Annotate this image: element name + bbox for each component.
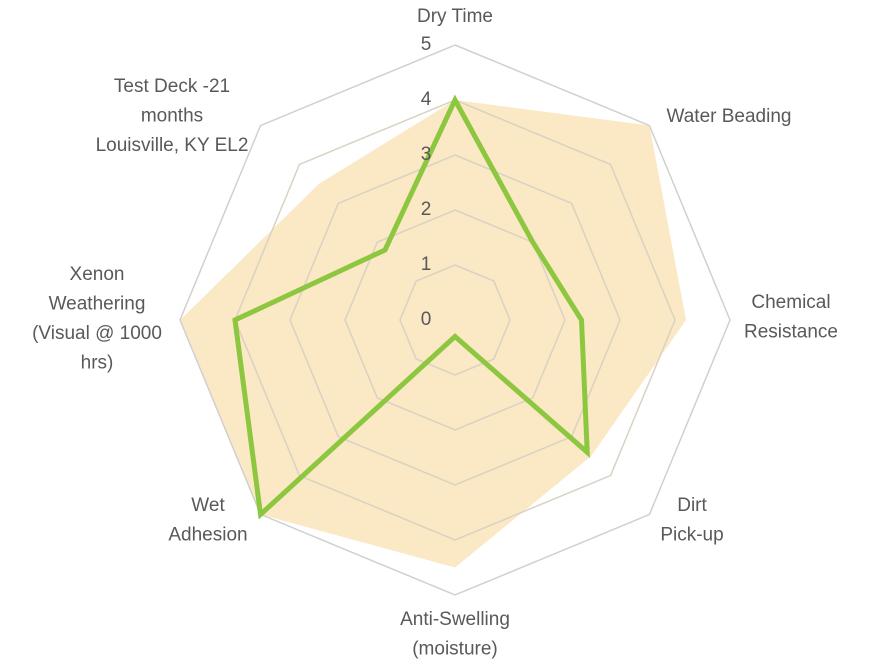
category-label: (Visual @ 1000 bbox=[32, 323, 162, 344]
r-tick-label: 2 bbox=[421, 199, 432, 220]
line-series bbox=[232, 94, 590, 520]
category-label: hrs) bbox=[81, 353, 114, 374]
grid-ring bbox=[399, 264, 511, 376]
category-label: Adhesion bbox=[168, 525, 247, 546]
r-tick-label: 3 bbox=[421, 144, 432, 165]
r-tick-label: 1 bbox=[421, 254, 432, 275]
category-label: Resistance bbox=[744, 322, 838, 343]
category-label: Dry Time bbox=[417, 6, 493, 27]
category-label: Test Deck -21 bbox=[114, 76, 230, 97]
category-label: Water Beading bbox=[667, 106, 792, 127]
category-label: Chemical bbox=[751, 292, 830, 313]
category-label: Weathering bbox=[49, 294, 146, 315]
category-label: Pick-up bbox=[660, 525, 723, 546]
category-label: Wet bbox=[191, 495, 225, 516]
grid-ring bbox=[179, 44, 731, 596]
category-label: Louisville, KY EL2 bbox=[96, 135, 249, 156]
r-tick-label: 5 bbox=[421, 34, 432, 55]
grid-ring bbox=[234, 99, 676, 541]
grid-ring bbox=[289, 154, 621, 486]
category-label: Dirt bbox=[677, 495, 707, 516]
r-tick-label: 4 bbox=[421, 89, 432, 110]
category-label: Xenon bbox=[70, 264, 125, 285]
category-label: months bbox=[141, 106, 203, 127]
grid-ring bbox=[344, 209, 566, 431]
category-label: Anti-Swelling bbox=[400, 609, 510, 630]
category-label: (moisture) bbox=[412, 639, 498, 660]
area-series bbox=[180, 100, 686, 568]
r-tick-label: 0 bbox=[421, 309, 432, 330]
